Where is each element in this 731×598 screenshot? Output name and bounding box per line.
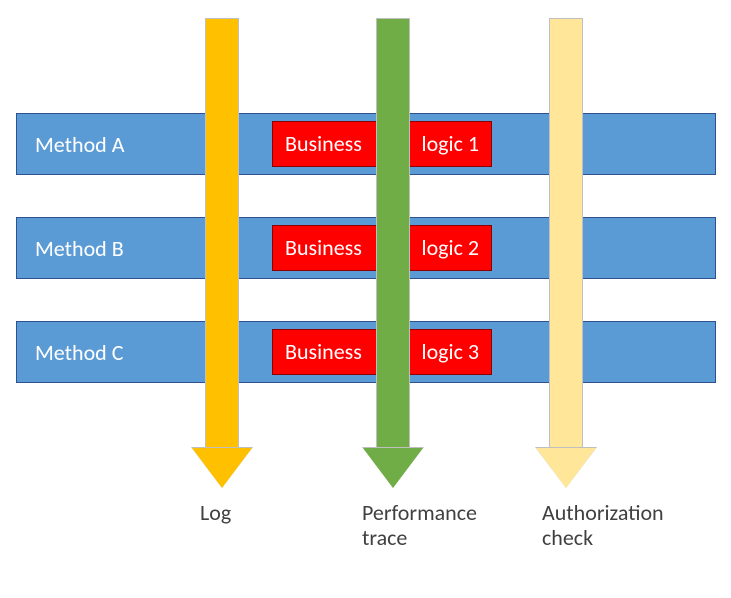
business-logic-box: Business logic 2 <box>272 225 492 271</box>
arrow-head <box>191 447 253 488</box>
arrow-head-fill <box>363 448 423 488</box>
logic-text: logic 3 <box>422 341 479 363</box>
business-logic-box: Business logic 3 <box>272 329 492 375</box>
method-label: Method C <box>17 339 123 366</box>
business-text: Business <box>285 341 362 363</box>
arrow-label: Authorization check <box>542 500 712 551</box>
cross-cut-arrow: Authorization check <box>0 0 731 598</box>
method-label: Method B <box>17 235 124 262</box>
arrow-head <box>535 447 597 488</box>
arrow-head-fill <box>536 448 596 488</box>
logic-text: logic 2 <box>422 237 479 259</box>
business-text: Business <box>285 237 362 259</box>
business-text: Business <box>285 133 362 155</box>
business-logic-box: Business logic 1 <box>272 121 492 167</box>
cross-cut-arrow: Log <box>0 0 731 598</box>
arrow-head-fill <box>192 448 252 488</box>
arrow-label: Performance trace <box>362 500 522 551</box>
cross-cut-arrow: Performance trace <box>0 0 731 598</box>
arrow-label: Log <box>200 500 300 525</box>
logic-text: logic 1 <box>422 133 479 155</box>
method-label: Method A <box>17 131 124 158</box>
arrow-head <box>362 447 424 488</box>
